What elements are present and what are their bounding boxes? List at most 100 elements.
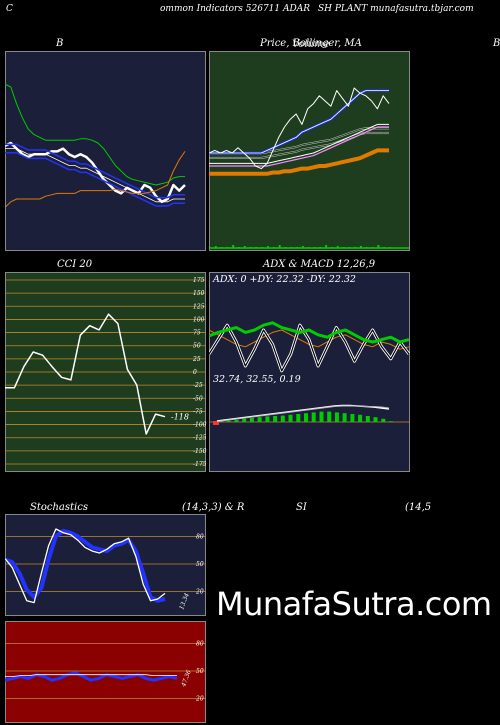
- price-volume-bar: [330, 247, 333, 248]
- price-volume-bar: [284, 247, 287, 248]
- adx-values: ADX: 0 +DY: 22.32 -DY: 22.32: [213, 274, 356, 285]
- macd-histogram-bar: [273, 416, 278, 422]
- rsi-white-line: [5, 674, 177, 677]
- price-volume-bar: [296, 247, 299, 248]
- stoch-tick-label: 50: [196, 561, 204, 568]
- price-title: Price, Bollinger, MA: [260, 38, 362, 49]
- price-close-line: [209, 87, 390, 170]
- macd-histogram-bar: [242, 418, 247, 422]
- macd-histogram-bar: [381, 418, 386, 422]
- price-volume-bar: [261, 247, 264, 248]
- price-volume-bar: [272, 247, 275, 248]
- adx-macd-chart: [209, 272, 410, 472]
- stoch-tick-label: 20: [195, 589, 204, 596]
- cci-tick-label: -25: [193, 382, 203, 389]
- cci-panel: 175 150 125 100 75 50 25 0 -25 -50 -75 -100 -125 -150…: [5, 272, 211, 472]
- cci-tick-label: -175: [193, 461, 207, 468]
- cci-tick-label: -150: [193, 448, 207, 455]
- cci-tick-label: -100: [193, 422, 207, 429]
- price-volume-bar: [226, 247, 229, 248]
- macd-histogram-bar: [342, 413, 347, 422]
- stoch-background: [5, 514, 206, 616]
- rsi-tick-label: 20: [195, 696, 204, 703]
- adx-green-line: [209, 321, 410, 344]
- macd-histogram-bar: [304, 413, 308, 422]
- header-right: SH PLANT munafasutra.tbjar.com: [318, 4, 474, 14]
- price-ma-pink: [209, 126, 389, 167]
- stoch-title-mid: (14,3,3) & R: [182, 502, 245, 513]
- price-volume-bar: [267, 246, 270, 248]
- macd-histogram-bar: [311, 412, 316, 422]
- price-volume-bar: [313, 247, 316, 248]
- watermark: MunafaSutra.com: [216, 585, 492, 623]
- macd-signal-line: [216, 405, 390, 422]
- stoch-white-line: [5, 528, 166, 604]
- stoch-tick-label: 80: [196, 533, 204, 540]
- price-volume-bar: [342, 247, 345, 248]
- price-volume-bar: [371, 247, 374, 248]
- macd-histogram-bar: [219, 421, 223, 422]
- cci-tick-label: 25: [192, 356, 201, 363]
- price-volume-bar: [354, 247, 357, 248]
- bollinger-band-lower: [5, 152, 185, 207]
- cci-chart: 175 150 125 100 75 50 25 0 -25 -50 -75 -100 -125 -150…: [5, 272, 207, 472]
- price-volume-bar: [220, 247, 223, 248]
- adx-white-inner: [209, 324, 410, 372]
- price-volume-bar: [238, 247, 240, 248]
- price-volume-bar: [325, 245, 328, 248]
- price-volume-bar: [319, 247, 322, 248]
- rsi-tick-label: 80: [196, 640, 204, 647]
- price-volume-bar: [365, 247, 368, 248]
- price-volume-bar: [336, 246, 339, 248]
- header-left: C: [6, 4, 13, 14]
- price-volume-bar: [301, 246, 304, 248]
- price-title-overlap: Volume: [292, 39, 330, 50]
- stochastics-panel: 80 50 20 13.34: [5, 514, 211, 616]
- cci-tick-label: 0: [193, 369, 197, 376]
- price-volume-bar: [209, 247, 211, 248]
- price-volume-bar: [243, 246, 246, 248]
- cci-tick-label: -50: [193, 395, 203, 402]
- cci-title: CCI 20: [57, 259, 93, 270]
- cci-tick-label: 125: [193, 303, 205, 310]
- price-ma-orange: [209, 148, 389, 176]
- macd-histogram-bar: [288, 414, 293, 422]
- cci-tick-label: 175: [193, 277, 205, 284]
- stoch-title-left: Stochastics: [30, 502, 88, 513]
- macd-histogram-bar: [296, 414, 301, 422]
- cci-tick-label: 50: [193, 343, 201, 350]
- price-volume-bar: [377, 245, 380, 248]
- price-chart: [209, 51, 410, 251]
- macd-histogram-bar: [350, 414, 355, 422]
- price-volume-bar: [232, 245, 235, 248]
- edge-letter: B: [493, 38, 500, 49]
- rsi-background: [5, 621, 206, 723]
- price-volume-bar: [249, 247, 252, 248]
- bollinger-band-upper: [5, 143, 185, 199]
- cci-last-label: -118: [171, 413, 189, 422]
- price-volume-bar: [290, 247, 293, 248]
- price-volume-bar: [307, 247, 310, 248]
- price-bollinger-blue-core: [209, 90, 389, 154]
- price-volume-bar: [389, 247, 391, 248]
- cci-tick-label: 100: [193, 316, 205, 323]
- macd-histogram-bar: [389, 421, 393, 422]
- macd-histogram-bar: [249, 418, 254, 422]
- price-volume-bar: [348, 247, 351, 248]
- cci-tick-label: 150: [193, 290, 205, 297]
- bollinger-series-1: [5, 83, 185, 186]
- price-ma-white: [209, 123, 389, 164]
- stoch-title-rsi: SI: [296, 502, 307, 513]
- price-volume-bar: [383, 247, 386, 248]
- adx-macd-title: ADX & MACD 12,26,9: [263, 259, 376, 270]
- macd-histogram-bar: [365, 416, 370, 422]
- cci-tick-label: -75: [193, 408, 203, 415]
- price-volume-bar: [255, 247, 258, 248]
- stoch-title-right: (14,5: [405, 502, 432, 513]
- bollinger-series-4: [5, 151, 186, 208]
- macd-histogram-bar: [234, 420, 239, 422]
- price-volume-bar: [360, 246, 362, 248]
- header-middle: ommon Indicators 526711 ADAR: [160, 4, 310, 14]
